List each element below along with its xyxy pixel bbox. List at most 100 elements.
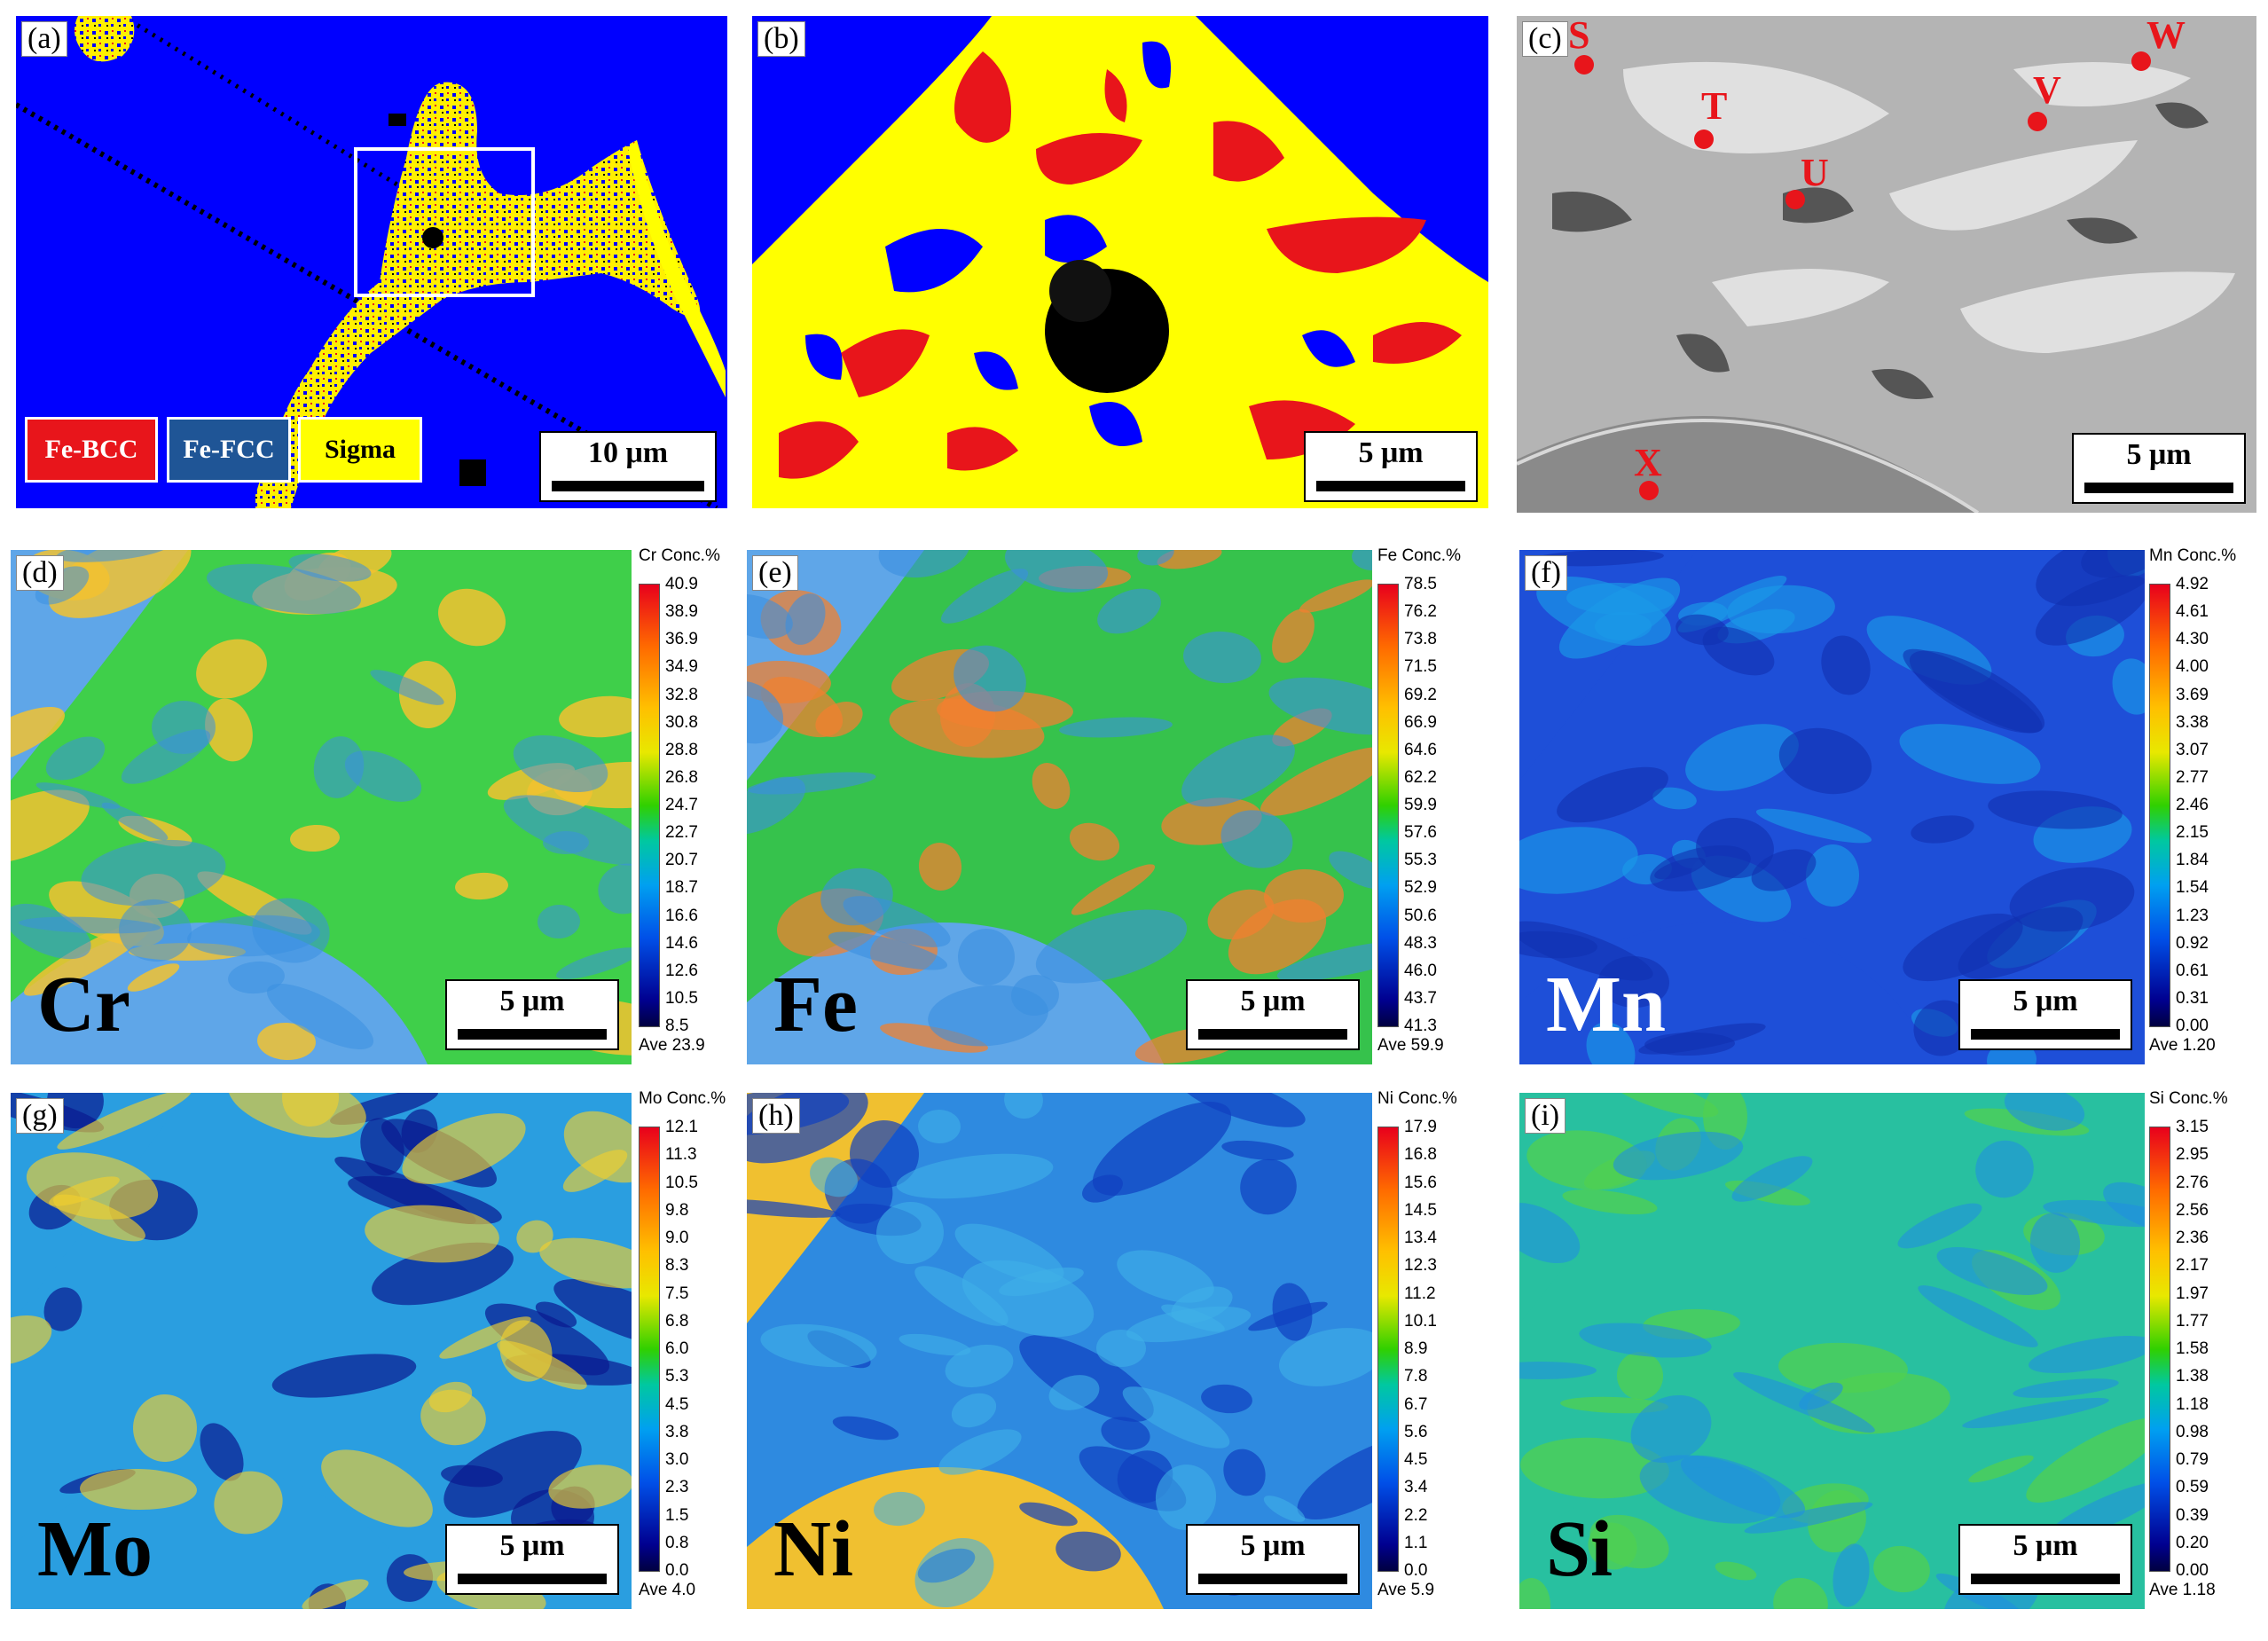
- colorbar-tick: 3.38: [2176, 712, 2209, 732]
- colorbar-tick: 2.46: [2176, 796, 2209, 814]
- element-label: Mn: [1546, 961, 1666, 1048]
- colorbar-tick: 16.8: [1404, 1145, 1437, 1165]
- scale-bar: 5 μm: [1304, 431, 1478, 502]
- colorbar-tick: 0.00: [2176, 1561, 2209, 1580]
- colorbar-tick: 5.6: [1404, 1422, 1428, 1441]
- colorbar-tick: 0.20: [2176, 1533, 2209, 1552]
- colorbar-tick: 0.92: [2176, 933, 2209, 953]
- colorbar-tick: 18.7: [665, 878, 698, 898]
- element-label: Cr: [37, 961, 130, 1048]
- colorbar-gradient: [1377, 1127, 1399, 1572]
- scale-bar: 5 μm: [1186, 979, 1360, 1050]
- panel-i-eds-map: (i) Si 5 μm: [1519, 1093, 2145, 1609]
- legend-sigma: Sigma: [298, 417, 422, 483]
- colorbar-tick: 30.8: [665, 712, 698, 732]
- eds-map-image: [747, 1093, 1372, 1609]
- zoom-region-box: [354, 147, 535, 297]
- colorbar-tick: 3.0: [665, 1450, 689, 1469]
- point-label-t: T: [1701, 84, 1728, 128]
- colorbar-tick: 0.98: [2176, 1422, 2209, 1441]
- colorbar-tick: 3.69: [2176, 685, 2209, 704]
- panel-label: (a): [21, 21, 67, 57]
- colorbar-tick: 3.8: [665, 1422, 689, 1441]
- colorbar-average: Ave 59.9: [1377, 1036, 1444, 1055]
- colorbar-tick: 0.39: [2176, 1505, 2209, 1525]
- colorbar-tick: 73.8: [1404, 630, 1437, 649]
- colorbar-e: Fe Conc.% 78.5 76.2 73.8 71.5 69.2 66.9 64.6 62.…: [1377, 546, 1493, 1070]
- colorbar-tick: 10.5: [665, 1173, 698, 1192]
- scale-bar: 5 μm: [1958, 979, 2132, 1050]
- scale-bar: 5 μm: [445, 1524, 619, 1595]
- legend-fe-fcc: Fe-FCC: [167, 417, 291, 483]
- colorbar-tick: 0.61: [2176, 961, 2209, 980]
- colorbar-tick: 4.92: [2176, 575, 2209, 593]
- colorbar-tick: 52.9: [1404, 878, 1437, 898]
- colorbar-tick: 16.6: [665, 906, 698, 925]
- panel-g-eds-map: (g) Mo 5 μm: [11, 1093, 632, 1609]
- colorbar-title: Mo Conc.%: [639, 1089, 726, 1108]
- scale-bar-label: 5 μm: [2126, 438, 2192, 471]
- colorbar-tick: 0.0: [665, 1561, 689, 1580]
- point-marker-t: [1694, 130, 1714, 149]
- colorbar-tick: 2.56: [2176, 1200, 2209, 1220]
- colorbar-d: Cr Conc.% 40.9 38.9 36.9 34.9 32.8 30.8 28.8 26.…: [639, 546, 754, 1070]
- colorbar-tick: 12.1: [665, 1118, 698, 1136]
- colorbar-tick: 1.18: [2176, 1394, 2209, 1414]
- panel-e-eds-map: (e) Fe 5 μm: [747, 550, 1372, 1064]
- colorbar-tick: 1.84: [2176, 851, 2209, 870]
- colorbar-title: Si Conc.%: [2149, 1089, 2228, 1108]
- point-label-u: U: [1801, 151, 1829, 194]
- colorbar-tick: 4.61: [2176, 602, 2209, 622]
- eds-map-image: [1519, 1093, 2145, 1609]
- scale-bar-label: 5 μm: [2013, 1529, 2078, 1562]
- colorbar-tick: 22.7: [665, 823, 698, 843]
- colorbar-tick: 69.2: [1404, 685, 1437, 704]
- scale-bar-label: 5 μm: [1240, 1529, 1306, 1562]
- colorbar-tick: 0.00: [2176, 1017, 2209, 1035]
- colorbar-tick: 0.8: [665, 1533, 689, 1552]
- scale-bar: 5 μm: [1186, 1524, 1360, 1595]
- colorbar-average: Ave 5.9: [1377, 1581, 1435, 1599]
- colorbar-tick: 2.77: [2176, 767, 2209, 787]
- panel-b-phase-map-zoom: (b) 5 μm: [752, 16, 1488, 508]
- colorbar-average: Ave 1.20: [2149, 1036, 2216, 1055]
- scale-bar-label: 5 μm: [1240, 985, 1306, 1017]
- panel-label: (g): [16, 1098, 64, 1134]
- scale-bar: 5 μm: [445, 979, 619, 1050]
- panel-label: (e): [752, 555, 798, 591]
- panel-label: (c): [1522, 21, 1568, 57]
- colorbar-tick: 57.6: [1404, 823, 1437, 843]
- colorbar-tick: 0.31: [2176, 988, 2209, 1008]
- colorbar-average: Ave 1.18: [2149, 1581, 2216, 1599]
- colorbar-tick: 2.3: [665, 1478, 689, 1497]
- colorbar-tick: 0.0: [1404, 1561, 1428, 1580]
- colorbar-tick: 6.7: [1404, 1394, 1428, 1414]
- panel-label: (d): [16, 555, 64, 591]
- colorbar-gradient: [1377, 584, 1399, 1027]
- colorbar-tick: 7.8: [1404, 1367, 1428, 1386]
- colorbar-tick: 8.5: [665, 1017, 689, 1035]
- colorbar-tick: 2.15: [2176, 823, 2209, 843]
- eds-map-image: [11, 550, 632, 1064]
- colorbar-tick: 17.9: [1404, 1118, 1437, 1136]
- point-label-s: S: [1568, 16, 1590, 57]
- scale-bar-label: 5 μm: [1358, 436, 1424, 469]
- colorbar-tick: 9.8: [665, 1200, 689, 1220]
- colorbar-tick: 12.3: [1404, 1256, 1437, 1276]
- colorbar-tick: 4.00: [2176, 657, 2209, 677]
- colorbar-average: Ave 23.9: [639, 1036, 705, 1055]
- point-marker-u: [1785, 190, 1805, 209]
- colorbar-tick: 38.9: [665, 602, 698, 622]
- colorbar-tick: 62.2: [1404, 767, 1437, 787]
- colorbar-tick: 41.3: [1404, 1017, 1437, 1035]
- scale-bar: 5 μm: [1958, 1524, 2132, 1595]
- legend-fe-bcc: Fe-BCC: [25, 417, 158, 483]
- colorbar-tick: 2.2: [1404, 1505, 1428, 1525]
- colorbar-tick: 36.9: [665, 630, 698, 649]
- panel-d-eds-map: (d) Cr 5 μm: [11, 550, 632, 1064]
- point-label-v: V: [2033, 68, 2061, 112]
- panel-label: (h): [752, 1098, 800, 1134]
- panel-a-phase-map: (a) Fe-BCC Fe-FCC Sigma 10 μm: [16, 16, 727, 508]
- colorbar-tick: 1.58: [2176, 1339, 2209, 1358]
- colorbar-tick: 0.79: [2176, 1450, 2209, 1469]
